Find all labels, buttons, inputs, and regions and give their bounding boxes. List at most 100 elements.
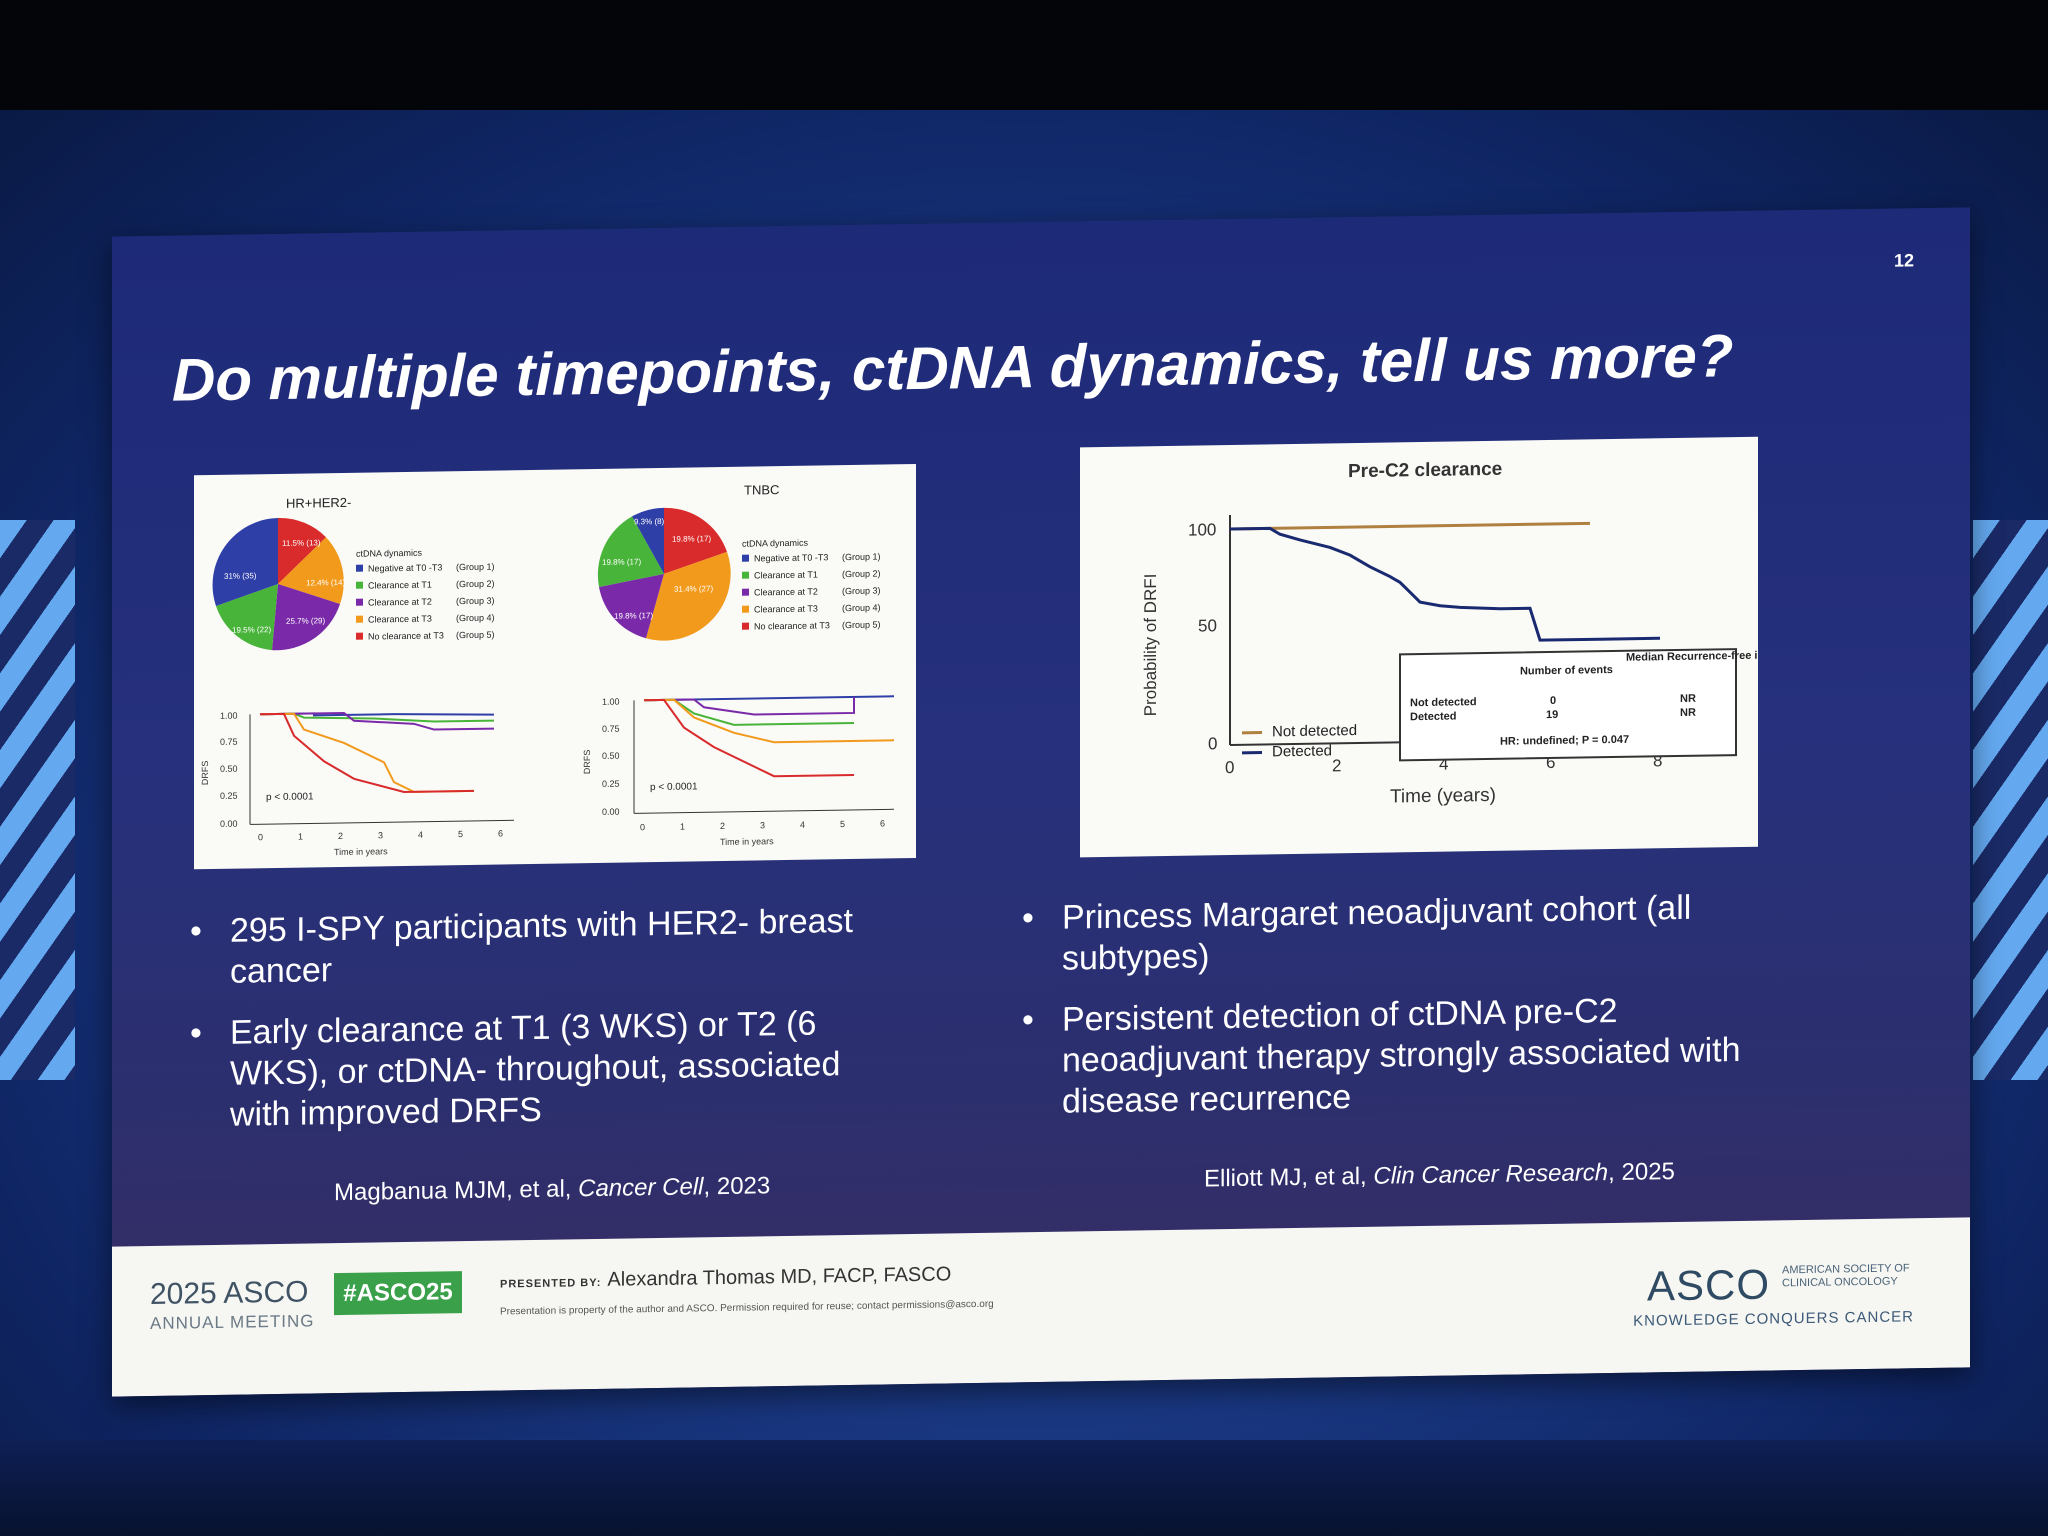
hr-x-tick-2: 2 xyxy=(338,831,343,841)
tnbc-y-tick-1: 1.00 xyxy=(602,697,620,707)
table-col1-header: Number of events xyxy=(1520,664,1613,677)
right-x-label: Time (years) xyxy=(1390,785,1496,808)
hr-x-tick-4: 4 xyxy=(418,830,423,840)
tnbc-legend-label-4: Clearance at T3 xyxy=(754,604,818,615)
tnbc-y-tick-5: 0.00 xyxy=(602,807,620,817)
tnbc-legend-group-5: (Group 5) xyxy=(842,620,881,631)
km-line-detected xyxy=(1230,526,1660,642)
hr-legend-swatch-4 xyxy=(356,615,363,623)
hr-y-tick-4: 0.25 xyxy=(220,791,238,801)
hr-pie-slice-group5 xyxy=(278,517,326,584)
hr-legend-label-1: Negative at T0 -T3 xyxy=(368,562,442,573)
slide-title: Do multiple timepoints, ctDNA dynamics, … xyxy=(172,322,1734,414)
presented-by-label: PRESENTED BY: xyxy=(500,1276,602,1291)
hr-x-tick-6: 6 xyxy=(498,828,503,838)
hr-pie-label-1: 11.5% (13) xyxy=(282,538,321,548)
tnbc-y-tick-2: 0.75 xyxy=(602,724,620,734)
tnbc-p-value: p < 0.0001 xyxy=(650,781,698,793)
left-citation: Magbanua MJM, et al, Cancer Cell, 2023 xyxy=(334,1172,770,1207)
left-side-screen xyxy=(0,520,75,1080)
hr-legend-title: ctDNA dynamics xyxy=(356,548,423,559)
right-figure: Pre-C2 clearance 100 50 0 Probability of… xyxy=(1080,436,1833,858)
hr-x-label: Time in years xyxy=(334,846,388,857)
asco-logo-subtitle: AMERICAN SOCIETY OF CLINICAL ONCOLOGY xyxy=(1782,1262,1910,1290)
tnbc-pie-label-3: 31.4% (27) xyxy=(674,584,713,594)
slide-footer: 2025 ASCO ANNUAL MEETING #ASCO25 PRESENT… xyxy=(112,1217,1970,1397)
right-y-tick-100: 100 xyxy=(1188,520,1216,539)
tnbc-x-tick-3: 3 xyxy=(760,820,765,830)
meeting-title: 2025 ASCO xyxy=(150,1275,309,1311)
tnbc-x-tick-6: 6 xyxy=(880,818,885,828)
tnbc-legend-title: ctDNA dynamics xyxy=(742,538,809,549)
tnbc-y-tick-3: 0.50 xyxy=(602,751,620,761)
hr-y-tick-2: 0.75 xyxy=(220,737,238,747)
left-bullet-1: 295 I-SPY participants with HER2- breast… xyxy=(190,900,910,993)
tnbc-legend-group-4: (Group 4) xyxy=(842,603,881,614)
tnbc-pie-slice-group4 xyxy=(646,551,731,641)
hr-legend-group-3: (Group 3) xyxy=(456,596,495,607)
right-x-tick-8: 8 xyxy=(1653,751,1662,770)
right-citation: Elliott MJ, et al, Clin Cancer Research,… xyxy=(1204,1158,1675,1193)
slide-number: 12 xyxy=(1893,250,1914,271)
right-x-tick-6: 6 xyxy=(1546,753,1555,772)
tnbc-pie-chart: 9.3% (8) 19.8% (17) 31.4% (27) 19.8% (17… xyxy=(597,507,731,641)
table-hr-text: HR: undefined; P = 0.047 xyxy=(1500,734,1629,748)
hr-legend-swatch-2 xyxy=(356,581,363,589)
hr-legend-group-4: (Group 4) xyxy=(456,613,495,624)
hr-x-tick-5: 5 xyxy=(458,829,463,839)
tnbc-legend-group-1: (Group 1) xyxy=(842,552,881,563)
hr-y-label: DRFS xyxy=(200,761,210,786)
tnbc-x-tick-1: 1 xyxy=(680,822,685,832)
hr-legend-label-5: No clearance at T3 xyxy=(368,630,444,641)
results-table-box xyxy=(1399,648,1737,762)
hr-x-tick-0: 0 xyxy=(258,832,263,842)
tnbc-legend-group-3: (Group 3) xyxy=(842,586,881,597)
hr-pie-label-5: 31% (35) xyxy=(224,571,257,581)
hr-y-tick-5: 0.00 xyxy=(220,819,238,829)
tnbc-pie-slice-group2 xyxy=(597,516,664,587)
hr-pie-label-4: 19.5% (22) xyxy=(232,625,271,635)
right-x-tick-2: 2 xyxy=(1332,756,1341,775)
hr-legend-group-1: (Group 1) xyxy=(456,562,495,573)
tnbc-km-plot: 1.00 0.75 0.50 0.25 0.00 DRFS 0 1 2 3 4 … xyxy=(582,695,894,847)
tnbc-x-tick-4: 4 xyxy=(800,820,805,830)
disclaimer-text: Presentation is property of the author a… xyxy=(500,1298,994,1318)
tnbc-x-label: Time in years xyxy=(720,836,774,847)
hr-km-plot: 1.00 0.75 0.50 0.25 0.00 DRFS 0 1 2 3 4 … xyxy=(200,711,514,857)
stage-floor xyxy=(0,1440,2048,1536)
hr-legend-group-5: (Group 5) xyxy=(456,630,495,641)
legend-detected: Detected xyxy=(1272,742,1332,760)
tnbc-legend-label-3: Clearance at T2 xyxy=(754,587,818,598)
hr-x-tick-3: 3 xyxy=(378,830,383,840)
right-citation-year: , 2025 xyxy=(1608,1158,1675,1187)
hr-legend-group-2: (Group 2) xyxy=(456,579,495,590)
km-line-not-detected xyxy=(1230,521,1590,531)
hashtag-badge: #ASCO25 xyxy=(334,1271,462,1316)
right-figure-title: Pre-C2 clearance xyxy=(1348,459,1502,482)
left-bullet-2: Early clearance at T1 (3 WKS) or T2 (6 W… xyxy=(190,1002,910,1136)
right-bullet-2: Persistent detection of ctDNA pre-C2 neo… xyxy=(1022,988,1792,1123)
left-bullets: 295 I-SPY participants with HER2- breast… xyxy=(190,900,910,1156)
left-figure-graphic: HR+HER2- TNBC 11.5% (13) 12.4% (14) 25.7… xyxy=(200,482,894,857)
right-y-tick-50: 50 xyxy=(1198,616,1217,635)
presentation-slide: 12 Do multiple timepoints, ctDNA dynamic… xyxy=(112,207,1970,1397)
right-y-tick-0: 0 xyxy=(1208,734,1217,753)
right-x-tick-4: 4 xyxy=(1439,755,1448,774)
hr-pie-slice-group4 xyxy=(278,537,344,605)
hr-pie-label-2: 12.4% (14) xyxy=(306,578,345,588)
asco-tagline: KNOWLEDGE CONQUERS CANCER xyxy=(1633,1308,1914,1330)
meeting-subtitle: ANNUAL MEETING xyxy=(150,1311,315,1333)
right-bullet-1: Princess Margaret neoadjuvant cohort (al… xyxy=(1022,886,1792,980)
tnbc-y-label: DRFS xyxy=(582,750,592,775)
hr-pie-slice-group2 xyxy=(216,583,278,651)
right-figure-graphic: Pre-C2 clearance 100 50 0 Probability of… xyxy=(1141,459,1833,808)
right-citation-journal: Clin Cancer Research xyxy=(1373,1159,1609,1190)
table-row1-label: Not detected xyxy=(1410,696,1477,709)
tnbc-x-tick-5: 5 xyxy=(840,819,845,829)
hr-p-value: p < 0.0001 xyxy=(266,791,314,803)
tnbc-legend-label-5: No clearance at T3 xyxy=(754,620,830,631)
tnbc-legend-group-2: (Group 2) xyxy=(842,569,881,580)
table-row2-label: Detected xyxy=(1410,710,1456,723)
presenter-name: Alexandra Thomas MD, FACP, FASCO xyxy=(607,1263,952,1291)
table-row2-events: 19 xyxy=(1546,709,1558,721)
